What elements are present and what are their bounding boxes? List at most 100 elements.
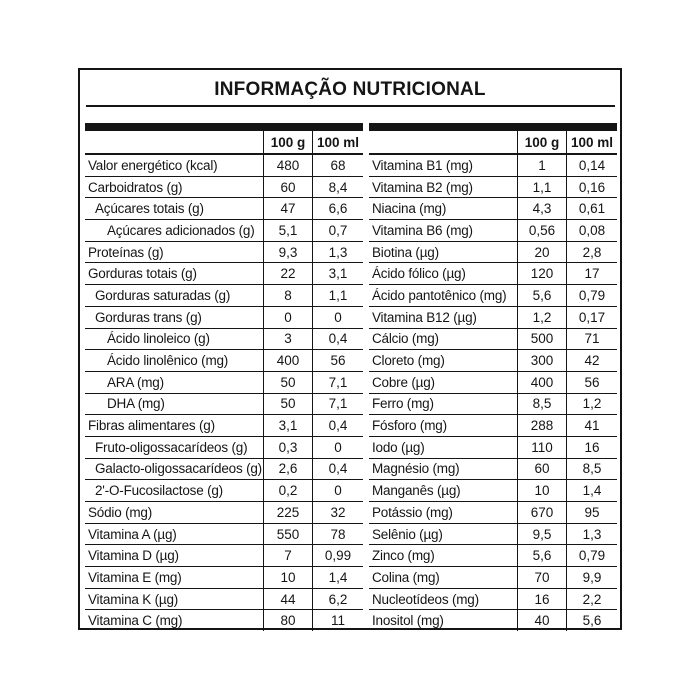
table-top-bar	[369, 123, 617, 131]
value-100ml: 0,7	[312, 220, 363, 241]
table-row: Vitamina E (mg) 10 1,4	[85, 567, 363, 589]
table-row: Vitamina B2 (mg) 1,1 0,16	[369, 176, 617, 199]
value-100ml: 56	[566, 371, 617, 393]
table-row: Vitamina B6 (mg) 0,56 0,08	[369, 220, 617, 242]
value-100g: 1,2	[517, 306, 566, 328]
table-row: Proteínas (g) 9,3 1,3	[85, 241, 363, 264]
table-row: Selênio (µg) 9,5 1,3	[369, 523, 617, 546]
value-100g: 400	[517, 371, 566, 393]
value-100g: 225	[263, 502, 312, 523]
value-100g: 20	[517, 241, 566, 263]
value-100ml: 16	[566, 436, 617, 458]
value-100ml: 95	[566, 502, 617, 523]
value-100ml: 1,3	[312, 241, 363, 263]
table-row: Açúcares adicionados (g) 5,1 0,7	[85, 220, 363, 242]
value-100g: 47	[263, 198, 312, 220]
header-spacer	[369, 131, 517, 153]
nutrient-name: Açúcares totais (g)	[95, 201, 204, 217]
value-100ml: 41	[566, 415, 617, 436]
value-100g: 10	[263, 567, 312, 588]
table-row: Galacto-oligossacarídeos (g) 2,6 0,4	[85, 458, 363, 481]
nutrient-name: Gorduras trans (g)	[95, 309, 202, 325]
table-row: Sódio (mg) 225 32	[85, 502, 363, 524]
page-title: INFORMAÇÃO NUTRICIONAL	[214, 79, 486, 100]
table-row: Gorduras saturadas (g) 8 1,1	[85, 285, 363, 307]
value-100g: 300	[517, 350, 566, 371]
nutrient-name: Fósforo (mg)	[372, 418, 447, 434]
nutrient-name: Vitamina B12 (µg)	[372, 309, 477, 325]
nutrient-name: Ácido linolênico (mg)	[107, 353, 229, 369]
nutrient-name: Ácido fólico (µg)	[372, 266, 466, 282]
table-row: Zinco (mg) 5,6 0,79	[369, 545, 617, 568]
value-100ml: 0,16	[566, 176, 617, 198]
nutrient-name: Vitamina B2 (mg)	[372, 179, 473, 195]
nutrient-name: Vitamina A (µg)	[88, 526, 177, 542]
nutrient-name: Sódio (mg)	[88, 504, 153, 520]
value-100g: 1	[517, 155, 566, 176]
table-row: Valor energético (kcal) 480 68	[85, 155, 363, 177]
table-row: Niacina (mg) 4,3 0,61	[369, 198, 617, 221]
value-100g: 0,3	[263, 436, 312, 458]
value-100ml: 1,3	[566, 523, 617, 545]
table-row: Potássio (mg) 670 95	[369, 502, 617, 524]
table-body: Vitamina B1 (mg) 1 0,14 Vitamina B2 (mg) 1,1…	[369, 155, 617, 632]
table-row: Carboidratos (g) 60 8,4	[85, 176, 363, 199]
value-100g: 8,5	[517, 393, 566, 415]
value-100g: 400	[263, 350, 312, 371]
column-header-100ml: 100 ml	[566, 131, 617, 153]
nutrient-name: Ácido linoleico (g)	[107, 331, 210, 347]
table-row: Ácido linoleico (g) 3 0,4	[85, 328, 363, 351]
table-row: Ácido linolênico (mg) 400 56	[85, 350, 363, 372]
value-100ml: 42	[566, 350, 617, 371]
table-row: ARA (mg) 50 7,1	[85, 371, 363, 394]
column-header-100g: 100 g	[517, 131, 566, 153]
value-100g: 10	[517, 480, 566, 501]
table-row: Iodo (µg) 110 16	[369, 436, 617, 459]
value-100ml: 8,4	[312, 176, 363, 198]
nutrient-name: Galacto-oligossacarídeos (g)	[95, 461, 262, 477]
value-100ml: 6,6	[312, 198, 363, 220]
value-100g: 110	[517, 436, 566, 458]
table-row: Cobre (µg) 400 56	[369, 371, 617, 394]
value-100g: 22	[263, 263, 312, 285]
value-100g: 5,1	[263, 220, 312, 241]
table-row: 2'-O-Fucosilactose (g) 0,2 0	[85, 480, 363, 502]
nutrient-name: Vitamina B1 (mg)	[372, 157, 473, 173]
table-row: Gorduras totais (g) 22 3,1	[85, 263, 363, 286]
value-100ml: 7,1	[312, 371, 363, 393]
value-100ml: 0,17	[566, 306, 617, 328]
value-100ml: 11	[312, 610, 363, 632]
value-100g: 670	[517, 502, 566, 523]
table-row: Vitamina C (mg) 80 11	[85, 610, 363, 632]
table-row: Fruto-oligossacarídeos (g) 0,3 0	[85, 436, 363, 459]
value-100g: 2,6	[263, 458, 312, 480]
table-row: Manganês (µg) 10 1,4	[369, 480, 617, 502]
value-100g: 16	[517, 588, 566, 610]
nutrient-name: Niacina (mg)	[372, 201, 447, 217]
value-100g: 50	[263, 371, 312, 393]
nutrient-name: Açúcares adicionados (g)	[107, 222, 255, 238]
nutrient-name: Cálcio (mg)	[372, 331, 439, 347]
title-divider	[86, 105, 615, 107]
value-100g: 60	[517, 458, 566, 480]
header-spacer	[85, 131, 263, 153]
table-row: Cloreto (mg) 300 42	[369, 350, 617, 372]
value-100ml: 0,4	[312, 328, 363, 350]
nutrient-name: Carboidratos (g)	[88, 179, 183, 195]
value-100ml: 0,79	[566, 545, 617, 567]
value-100ml: 1,4	[566, 480, 617, 501]
table-row: Vitamina D (µg) 7 0,99	[85, 545, 363, 568]
nutrient-name: Colina (mg)	[372, 569, 440, 585]
nutrient-name: Vitamina D (µg)	[88, 548, 179, 564]
value-100g: 550	[263, 523, 312, 545]
table-header: 100 g 100 ml	[369, 131, 617, 155]
value-100ml: 17	[566, 263, 617, 285]
table-top-bar	[85, 123, 363, 131]
value-100g: 50	[263, 393, 312, 415]
value-100ml: 3,1	[312, 263, 363, 285]
nutrition-table-right: 100 g 100 ml Vitamina B1 (mg) 1 0,14 Vitami…	[369, 123, 617, 632]
table-header: 100 g 100 ml	[85, 131, 363, 155]
value-100ml: 68	[312, 155, 363, 176]
table-row: Nucleotídeos (mg) 16 2,2	[369, 588, 617, 611]
nutrient-name: Manganês (µg)	[372, 483, 461, 499]
